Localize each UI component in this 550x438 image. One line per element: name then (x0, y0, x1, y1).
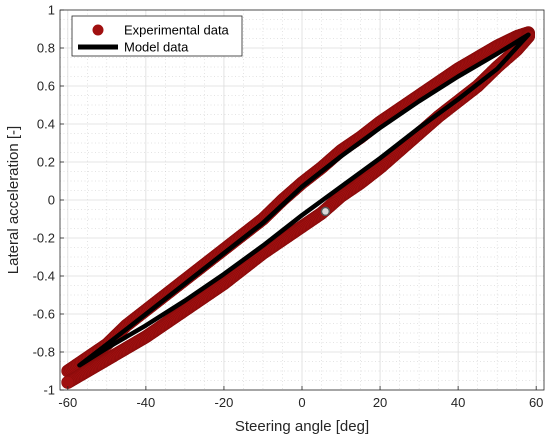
x-tick-label: 60 (529, 395, 543, 410)
y-tick-label: 0.6 (37, 79, 55, 94)
model-data-line (77, 32, 531, 368)
y-tick-label: -0.6 (33, 307, 55, 322)
y-tick-label: -1 (43, 383, 55, 398)
x-tick-label: -20 (215, 395, 234, 410)
highlight-point-group (320, 206, 331, 217)
y-tick-label: 0.2 (37, 155, 55, 170)
y-tick-label: -0.8 (33, 345, 55, 360)
legend: Experimental data Model data (71, 15, 243, 57)
x-tick-label: -40 (136, 395, 155, 410)
x-tick-label: 0 (298, 395, 305, 410)
y-axis-ticks: -1 -0.8 -0.6 -0.4 -0.2 0 0.2 0.4 0.6 0.8 1 (33, 3, 64, 398)
model-data-series (77, 32, 531, 368)
highlight-point (320, 206, 331, 217)
legend-marker-experimental (92, 24, 104, 36)
x-axis-ticks: -60 -40 -20 0 20 40 60 (58, 386, 543, 410)
legend-label-experimental: Experimental data (124, 23, 230, 38)
y-tick-label: 1 (48, 3, 55, 18)
y-tick-label: -0.4 (33, 269, 55, 284)
y-tick-label: 0.8 (37, 41, 55, 56)
x-tick-label: 20 (373, 395, 387, 410)
x-tick-label: -60 (58, 395, 77, 410)
y-axis-label: Lateral acceleration [-] (5, 126, 22, 274)
y-tick-label: 0 (48, 193, 55, 208)
x-axis-label: Steering angle [deg] (235, 418, 369, 435)
x-tick-label: 40 (451, 395, 465, 410)
legend-label-model: Model data (124, 40, 189, 55)
experimental-data-series (61, 26, 535, 389)
y-tick-label: -0.2 (33, 231, 55, 246)
y-tick-label: 0.4 (37, 117, 55, 132)
